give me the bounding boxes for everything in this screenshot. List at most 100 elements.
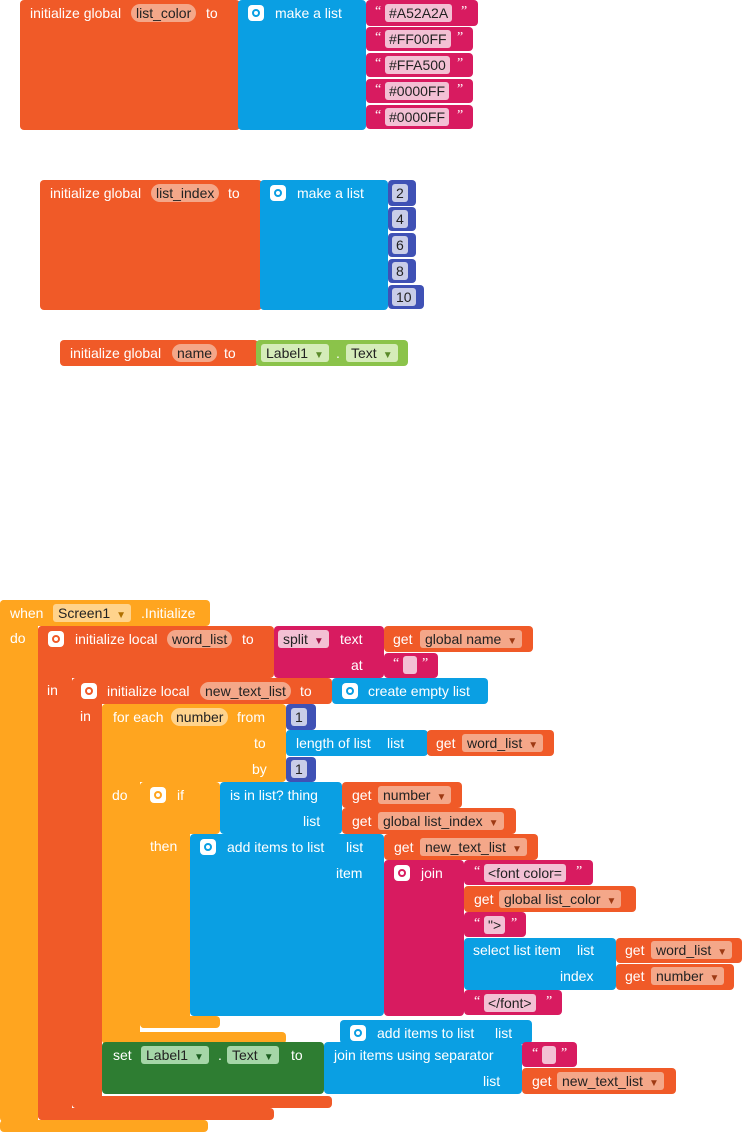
variable-name-field[interactable]: list_index [151, 184, 220, 202]
string-value[interactable]: #A52A2A [385, 4, 453, 22]
open-quote-icon: “ [474, 994, 481, 1009]
number-value[interactable]: 2 [392, 184, 408, 202]
text-label: text [340, 631, 363, 647]
join-block[interactable] [384, 860, 464, 1016]
init-global-block-body [60, 340, 258, 366]
open-quote-icon: “ [474, 864, 481, 879]
dropdown-arrow-icon: ▼ [116, 610, 127, 621]
mutator-gear-icon[interactable] [48, 631, 64, 647]
get-variable-dropdown[interactable]: global list_index ▼ [378, 812, 504, 830]
join-label: join [421, 865, 443, 881]
string-value[interactable]: #FF00FF [385, 30, 451, 48]
list-label: list [346, 839, 364, 855]
component-dropdown[interactable]: Label1 ▼ [261, 344, 329, 362]
mutator-gear-icon[interactable] [270, 185, 286, 201]
string-value[interactable]: #0000FF [385, 82, 450, 100]
add-items-to-list-block[interactable] [190, 834, 384, 1016]
get-label: get [436, 735, 456, 751]
make-a-list-block[interactable] [238, 0, 366, 130]
local-variable-name-field[interactable]: new_text_list [200, 682, 291, 700]
init-local-side [72, 678, 102, 1108]
if-label: if [177, 787, 184, 803]
empty-string-value[interactable] [542, 1046, 556, 1064]
get-label: get [625, 942, 645, 958]
open-quote-icon: “ [375, 56, 382, 71]
add-items-to-list-block[interactable] [340, 1020, 532, 1044]
select-list-item-block[interactable] [464, 938, 616, 990]
split-dropdown[interactable]: split ▼ [278, 630, 329, 648]
variable-name: global list_index [383, 813, 483, 829]
init-global-label: initialize global [70, 345, 162, 361]
if-bottom [140, 1016, 220, 1028]
create-empty-list-block[interactable] [332, 678, 488, 704]
mutator-gear-icon[interactable] [150, 787, 166, 803]
to-label: to [224, 345, 236, 361]
mutator-gear-icon[interactable] [81, 683, 97, 699]
create-empty-list-label: create empty list [368, 683, 470, 699]
variable-name: new_text_list [425, 839, 506, 855]
length-of-list-block[interactable] [286, 730, 428, 756]
variable-name-field[interactable]: list_color [131, 4, 197, 22]
number-value[interactable]: 10 [392, 288, 416, 306]
join-separator-label: join items using separator [334, 1047, 494, 1063]
is-in-list-block[interactable] [220, 782, 342, 834]
mutator-gear-icon[interactable] [350, 1025, 366, 1041]
get-variable-dropdown[interactable]: global list_color ▼ [499, 890, 622, 908]
number-value[interactable]: 1 [291, 708, 307, 726]
empty-string-value[interactable] [403, 656, 417, 674]
loop-variable-field[interactable]: number [171, 708, 229, 726]
get-variable-dropdown[interactable]: number ▼ [651, 967, 725, 985]
join-with-separator-block[interactable] [324, 1042, 522, 1094]
mutator-gear-icon[interactable] [394, 865, 410, 881]
number-value[interactable]: 8 [392, 262, 408, 280]
number-value[interactable]: 6 [392, 236, 408, 254]
dropdown-arrow-icon: ▼ [436, 792, 447, 803]
if-side [140, 782, 190, 1028]
make-a-list-block[interactable] [260, 180, 388, 310]
list-label: list [577, 942, 595, 958]
for-each-label: for each [113, 709, 164, 725]
when-label: when [10, 605, 44, 621]
close-quote-icon: ” [546, 994, 553, 1009]
get-label: get [532, 1073, 552, 1089]
string-value[interactable]: "> [484, 916, 506, 934]
init-local-frame [38, 626, 274, 678]
set-label: set [113, 1047, 132, 1063]
get-variable-dropdown[interactable]: global name ▼ [420, 630, 523, 648]
get-variable-dropdown[interactable]: new_text_list ▼ [420, 838, 527, 856]
get-variable-dropdown[interactable]: word_list ▼ [462, 734, 544, 752]
open-quote-icon: “ [375, 30, 382, 45]
mutator-gear-icon[interactable] [342, 683, 358, 699]
dropdown-arrow-icon: ▼ [606, 896, 617, 907]
variable-name-field[interactable]: name [172, 344, 218, 362]
add-items-label: add items to list [377, 1025, 475, 1041]
number-value[interactable]: 4 [392, 210, 408, 228]
init-global-block-body [20, 0, 240, 130]
string-value[interactable]: #FFA500 [385, 56, 450, 74]
list-label: list [483, 1073, 501, 1089]
string-value[interactable]: <font color= [484, 864, 566, 882]
property-dropdown[interactable]: Text ▼ [227, 1046, 279, 1064]
init-local-bottom [38, 1108, 274, 1120]
string-value[interactable]: #0000FF [385, 108, 450, 126]
close-quote-icon: ” [457, 108, 464, 123]
close-quote-icon: ” [561, 1046, 568, 1061]
mutator-gear-icon[interactable] [248, 5, 264, 21]
get-label: get [474, 891, 494, 907]
mutator-gear-icon[interactable] [200, 839, 216, 855]
get-label: get [393, 631, 413, 647]
select-list-item-label: select list item [473, 942, 561, 958]
for-each-side [102, 704, 140, 1044]
local-variable-name-field[interactable]: word_list [167, 630, 233, 648]
get-variable-dropdown[interactable]: number ▼ [378, 786, 452, 804]
number-value[interactable]: 1 [291, 760, 307, 778]
screen-dropdown[interactable]: Screen1 ▼ [53, 604, 132, 622]
set-property-block[interactable] [102, 1042, 324, 1094]
index-label: index [560, 968, 594, 984]
get-variable-dropdown[interactable]: new_text_list ▼ [557, 1072, 664, 1090]
property-dropdown[interactable]: Text ▼ [346, 344, 398, 362]
string-value[interactable]: </font> [484, 994, 536, 1012]
get-variable-dropdown[interactable]: word_list ▼ [651, 941, 733, 959]
component-dropdown[interactable]: Label1 ▼ [141, 1046, 209, 1064]
init-local-bottom [72, 1096, 332, 1108]
